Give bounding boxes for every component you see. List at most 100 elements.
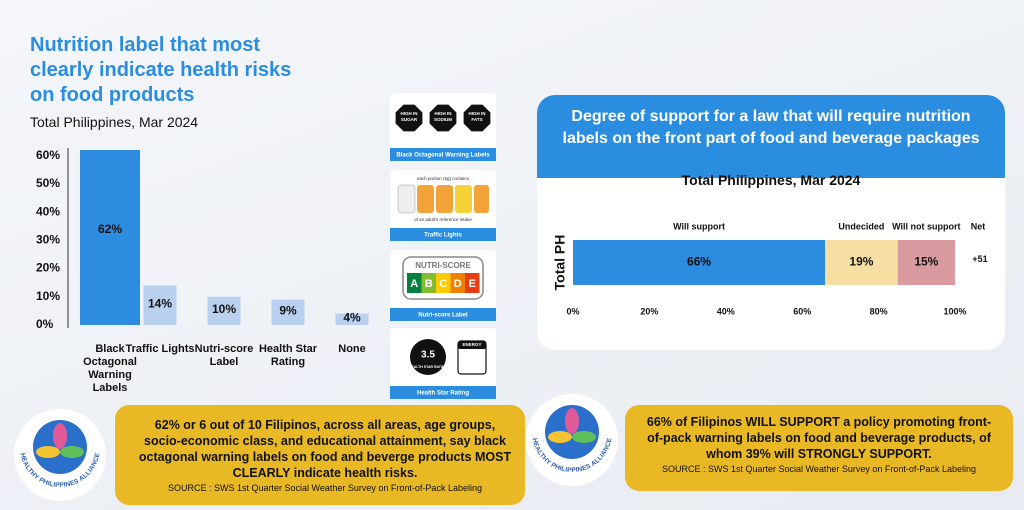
logo-petal bbox=[36, 446, 60, 458]
x-tick-label: 40% bbox=[717, 306, 735, 316]
icon-text: of an adult's reference intake bbox=[414, 217, 472, 222]
icon-text: SODIUM bbox=[434, 117, 452, 122]
icon-text: HIGH IN bbox=[400, 111, 417, 116]
summary-text: 62% or 6 out of 10 Filipinos, across all… bbox=[138, 418, 512, 480]
icon bbox=[397, 184, 416, 214]
bar-segment bbox=[573, 240, 826, 285]
icon bbox=[455, 185, 472, 213]
summary: 62% or 6 out of 10 Filipinos, across all… bbox=[135, 417, 515, 494]
x-tick-label: Nutri-score Label bbox=[194, 343, 254, 368]
summary-source: SOURCE : SWS 1st Quarter Social Weather … bbox=[168, 483, 482, 493]
series-header: Will not support bbox=[892, 221, 960, 231]
summary-box bbox=[625, 405, 1013, 491]
net-header: Net bbox=[971, 221, 986, 231]
icon bbox=[417, 185, 434, 213]
series-header: Undecided bbox=[838, 221, 884, 231]
x-tick-label: Traffic Lights bbox=[125, 343, 195, 355]
y-tick-label: 0% bbox=[36, 317, 54, 331]
y-tick-label: 50% bbox=[36, 176, 60, 190]
icon-text: SUGAR bbox=[401, 117, 418, 122]
icon-text: B bbox=[425, 278, 433, 290]
icon bbox=[462, 103, 492, 133]
icon-text: HEALTH STAR RATING bbox=[409, 365, 448, 369]
series-header: Will support bbox=[673, 221, 725, 231]
y-tick-label: 20% bbox=[36, 261, 60, 275]
icon bbox=[421, 273, 436, 293]
icon-text: HIGH IN bbox=[434, 111, 451, 116]
icon-text: NUTRI-SCORE bbox=[415, 261, 471, 270]
bar bbox=[207, 296, 241, 325]
icon bbox=[458, 341, 486, 349]
logo-petal bbox=[548, 431, 572, 443]
x-tick-label: 60% bbox=[793, 306, 811, 316]
bar bbox=[143, 285, 177, 325]
card-caption: Traffic Lights bbox=[424, 233, 462, 239]
icon bbox=[436, 185, 453, 213]
icon-text: 3.5 bbox=[421, 350, 435, 361]
y-tick-label: 60% bbox=[36, 148, 60, 162]
bar bbox=[271, 299, 305, 325]
icon bbox=[394, 103, 424, 133]
logo-petal bbox=[53, 423, 67, 449]
icon bbox=[465, 273, 480, 293]
value-label: 66% bbox=[687, 255, 711, 269]
x-tick-label: 80% bbox=[870, 306, 888, 316]
card-caption-bar bbox=[390, 308, 496, 321]
card-caption: Black Octagonal Warning Labels bbox=[396, 153, 490, 159]
bar-segment bbox=[825, 240, 898, 285]
y-tick-label: Total PH bbox=[552, 235, 568, 291]
bar-segment bbox=[897, 240, 955, 285]
value-label: 9% bbox=[279, 303, 297, 317]
value-label: 14% bbox=[148, 296, 172, 310]
bar bbox=[335, 313, 369, 325]
icon bbox=[410, 339, 446, 375]
card-caption-bar bbox=[390, 228, 496, 241]
x-tick-label: 0% bbox=[566, 306, 579, 316]
summary-box bbox=[115, 405, 525, 505]
logo: HEALTHY PHILIPPINES ALLIANCE bbox=[14, 409, 106, 501]
icon bbox=[407, 273, 422, 293]
chart-title: Nutrition label that most clearly indica… bbox=[30, 34, 292, 106]
y-tick-label: 10% bbox=[36, 289, 60, 303]
label-cards: Black Octagonal Warning Labels Traffic L… bbox=[390, 93, 496, 399]
logo-petal bbox=[60, 446, 84, 458]
icon-text: E bbox=[469, 278, 476, 290]
x-tick-label: Black Octagonal Warning Labels bbox=[83, 343, 137, 394]
card-caption: Nutri-score Label bbox=[418, 313, 468, 319]
chart-subtitle: Total Philippines, Mar 2024 bbox=[681, 172, 861, 188]
summary: 66% of Filipinos WILL SUPPORT a policy p… bbox=[640, 414, 998, 475]
summary-source: SOURCE : SWS 1st Quarter Social Weather … bbox=[662, 464, 976, 474]
value-label: 62% bbox=[98, 222, 122, 236]
icon-text: each portion (5g) contains bbox=[417, 176, 470, 181]
icon-text: ENERGY bbox=[462, 342, 481, 347]
icon bbox=[450, 273, 465, 293]
icon-text: FATS bbox=[471, 117, 482, 122]
x-tick-label: None bbox=[338, 343, 366, 355]
card-caption: Health Star Rating bbox=[417, 391, 469, 397]
x-tick-label: 100% bbox=[943, 306, 966, 316]
icon bbox=[428, 103, 458, 133]
card-caption-bar bbox=[390, 148, 496, 161]
y-tick-label: 40% bbox=[36, 204, 60, 218]
panel-subheader bbox=[537, 178, 1005, 195]
card-caption-bar bbox=[390, 386, 496, 399]
logo-petal bbox=[572, 431, 596, 443]
net-value: +51 bbox=[972, 254, 987, 264]
value-label: 10% bbox=[212, 302, 236, 316]
x-tick-label: 20% bbox=[640, 306, 658, 316]
logo: HEALTHY PHILIPPINES ALLIANCE bbox=[526, 394, 618, 486]
icon-text: D bbox=[454, 278, 462, 290]
icon bbox=[474, 185, 489, 213]
chart-title: Degree of support for a law that will re… bbox=[562, 108, 980, 147]
value-label: 19% bbox=[849, 255, 873, 269]
value-label: 15% bbox=[914, 255, 938, 269]
y-tick-label: 30% bbox=[36, 232, 60, 246]
chart-subtitle: Total Philippines, Mar 2024 bbox=[30, 114, 199, 130]
icon-text: HIGH IN bbox=[468, 111, 485, 116]
icon bbox=[436, 273, 451, 293]
bar bbox=[80, 150, 140, 325]
summary-text: 66% of Filipinos WILL SUPPORT a policy p… bbox=[646, 415, 992, 461]
icon-text: A bbox=[410, 278, 418, 290]
